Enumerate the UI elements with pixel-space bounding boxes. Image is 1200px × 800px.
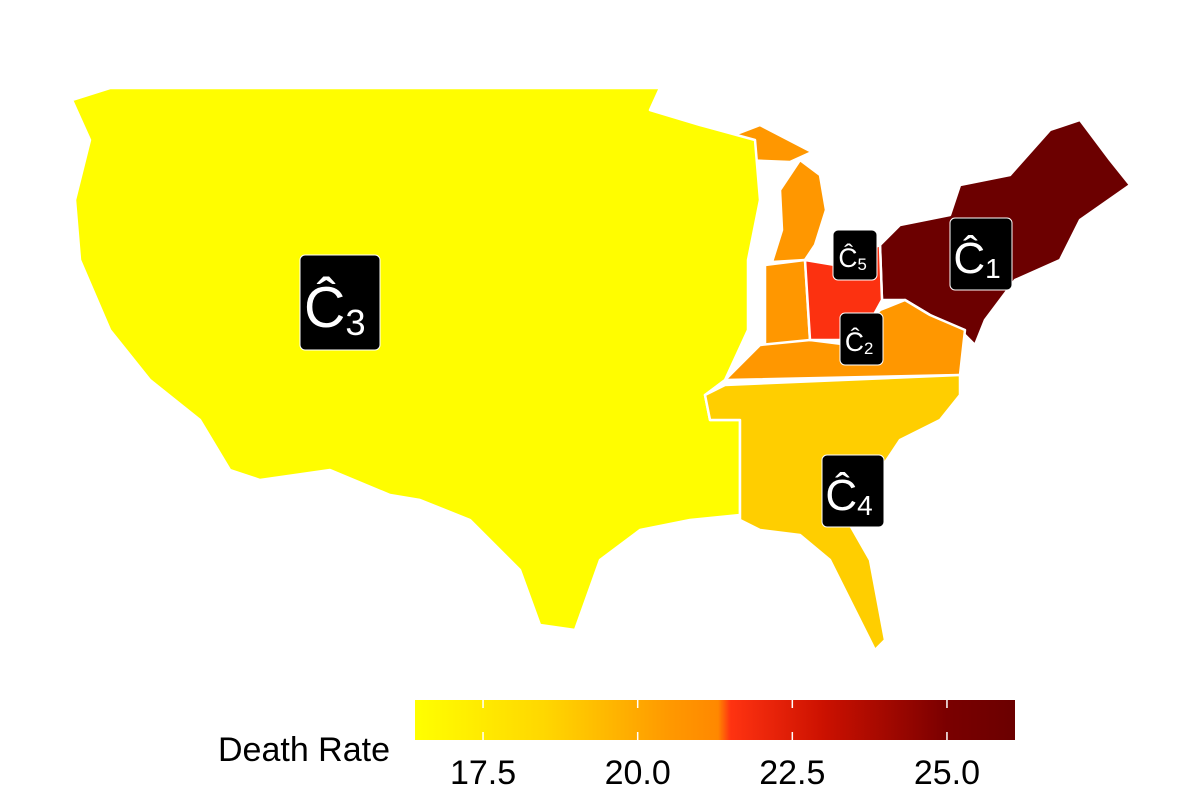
label-subscript: 3	[345, 302, 365, 343]
region	[723, 298, 967, 382]
region	[70, 86, 762, 632]
label-subscript: 5	[857, 255, 866, 274]
label-subscript: 4	[857, 491, 873, 522]
region	[770, 158, 828, 264]
label-box	[832, 229, 878, 281]
label-letter: Ĉ	[953, 233, 985, 283]
tick-label: 20.0	[605, 754, 671, 792]
legend-title: Death Rate	[218, 731, 390, 769]
colorbar	[415, 700, 1015, 740]
tick-label: 25.0	[914, 754, 980, 792]
label-letter: Ĉ	[845, 327, 864, 357]
regions	[70, 86, 1132, 652]
label-letter: Ĉ	[304, 276, 345, 340]
tick-label: 17.5	[450, 754, 516, 792]
label-letter: Ĉ	[825, 470, 857, 520]
colorbar-ticks: 17.5 20.0 22.5 25.0	[450, 700, 980, 792]
cluster-label: Ĉ1	[953, 233, 1000, 285]
label-letter: Ĉ	[838, 243, 857, 273]
cluster-label: Ĉ5	[838, 243, 866, 274]
label-box	[821, 454, 885, 528]
label-box	[839, 312, 884, 366]
label-box	[949, 217, 1013, 291]
label-subscript: 2	[864, 340, 873, 359]
label-subscript: 1	[985, 254, 1001, 285]
cluster-label: Ĉ3	[304, 276, 366, 343]
cluster-label: Ĉ4	[825, 470, 872, 522]
cluster-label: Ĉ2	[845, 327, 873, 358]
tick-label: 22.5	[759, 754, 825, 792]
label-box	[299, 254, 381, 351]
